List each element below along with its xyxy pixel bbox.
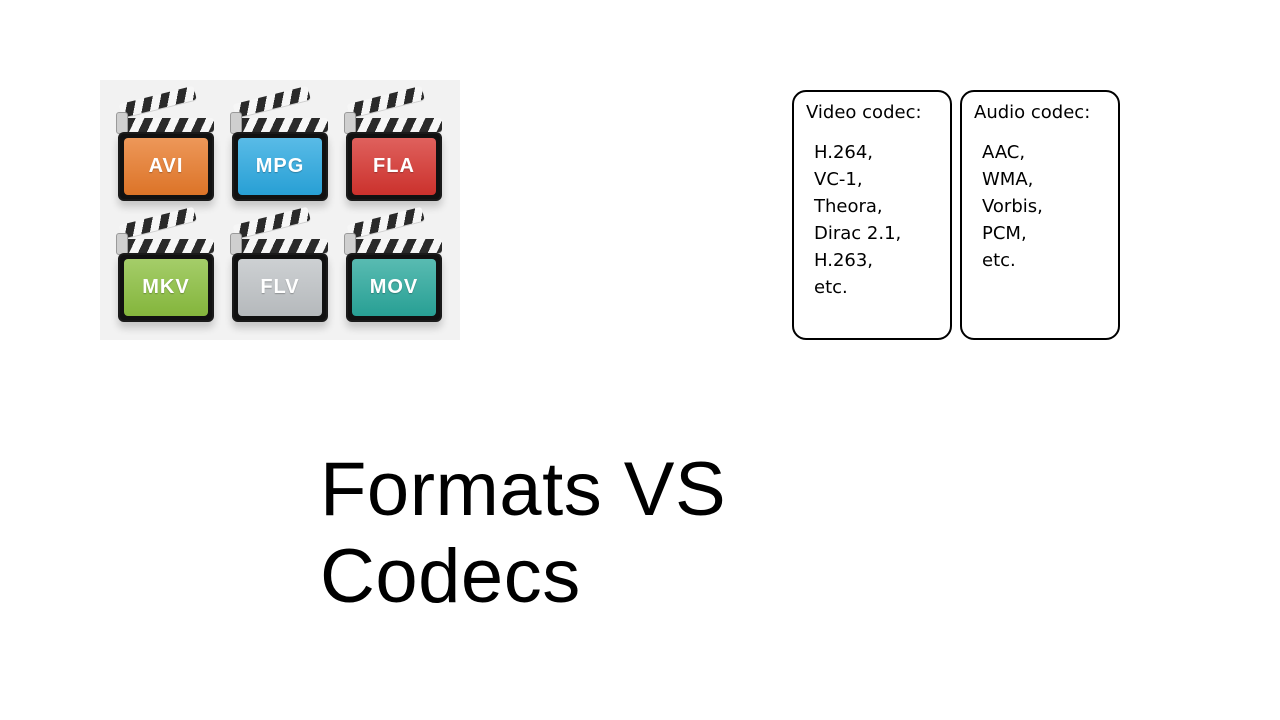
clapper-hinge-icon xyxy=(230,112,242,134)
clapper-base-stripe-icon xyxy=(118,118,214,132)
format-label: MOV xyxy=(352,259,436,316)
video-codec-title: Video codec: xyxy=(806,102,938,123)
clapper-base-stripe-icon xyxy=(232,118,328,132)
infographic-stage: AVI MPG FLA MKV xyxy=(0,0,1280,720)
clapper-hinge-icon xyxy=(116,233,128,255)
format-clapper: MOV xyxy=(346,219,442,322)
clapper-base-stripe-icon xyxy=(118,239,214,253)
clapper-base-stripe-icon xyxy=(346,239,442,253)
list-item: etc. xyxy=(814,274,938,301)
audio-codec-box: Audio codec: AAC, WMA, Vorbis, PCM, etc. xyxy=(960,90,1120,340)
list-item: VC-1, xyxy=(814,166,938,193)
list-item: AAC, xyxy=(982,139,1106,166)
clapper-hinge-icon xyxy=(344,112,356,134)
clapper-screen: MKV xyxy=(118,253,214,322)
clapper-top-stripe-icon xyxy=(347,86,425,118)
clapper-screen: MPG xyxy=(232,132,328,201)
clapper-top-stripe-icon xyxy=(233,86,311,118)
list-item: Theora, xyxy=(814,193,938,220)
audio-codec-title: Audio codec: xyxy=(974,102,1106,123)
list-item: Dirac 2.1, xyxy=(814,220,938,247)
clapper-hinge-icon xyxy=(116,112,128,134)
clapper-top-stripe-icon xyxy=(233,207,311,239)
format-clapper: AVI xyxy=(118,98,214,201)
clapper-hinge-icon xyxy=(344,233,356,255)
format-label: MKV xyxy=(124,259,208,316)
list-item: WMA, xyxy=(982,166,1106,193)
format-label: FLV xyxy=(238,259,322,316)
formats-panel: AVI MPG FLA MKV xyxy=(100,80,460,340)
clapper-screen: AVI xyxy=(118,132,214,201)
clapper-hinge-icon xyxy=(230,233,242,255)
list-item: etc. xyxy=(982,247,1106,274)
format-clapper: MPG xyxy=(232,98,328,201)
format-label: MPG xyxy=(238,138,322,195)
clapper-base-stripe-icon xyxy=(346,118,442,132)
clapper-base-stripe-icon xyxy=(232,239,328,253)
list-item: PCM, xyxy=(982,220,1106,247)
format-label: FLA xyxy=(352,138,436,195)
clapper-top-stripe-icon xyxy=(119,86,197,118)
video-codec-box: Video codec: H.264, VC-1, Theora, Dirac … xyxy=(792,90,952,340)
headline: Formats VS Codecs xyxy=(320,446,960,620)
clapper-screen: FLV xyxy=(232,253,328,322)
codecs-panel: Video codec: H.264, VC-1, Theora, Dirac … xyxy=(792,90,1120,340)
format-label: AVI xyxy=(124,138,208,195)
list-item: H.264, xyxy=(814,139,938,166)
list-item: Vorbis, xyxy=(982,193,1106,220)
format-clapper: FLV xyxy=(232,219,328,322)
clapper-screen: FLA xyxy=(346,132,442,201)
audio-codec-list: AAC, WMA, Vorbis, PCM, etc. xyxy=(974,139,1106,274)
clapper-top-stripe-icon xyxy=(347,207,425,239)
format-clapper: MKV xyxy=(118,219,214,322)
format-clapper: FLA xyxy=(346,98,442,201)
clapper-top-stripe-icon xyxy=(119,207,197,239)
list-item: H.263, xyxy=(814,247,938,274)
clapper-screen: MOV xyxy=(346,253,442,322)
video-codec-list: H.264, VC-1, Theora, Dirac 2.1, H.263, e… xyxy=(806,139,938,301)
